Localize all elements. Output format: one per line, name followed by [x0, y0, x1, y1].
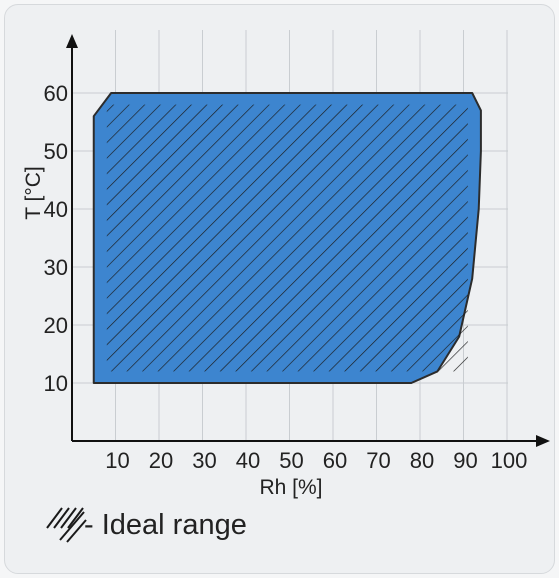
x-tick-label: 80 [410, 448, 434, 473]
x-axis-label: Rh [%] [259, 476, 322, 499]
legend-label: - Ideal range [84, 509, 247, 541]
legend-hatch-stroke [46, 507, 63, 529]
legend-hatch-stroke [66, 519, 87, 543]
x-axis-arrow [536, 435, 550, 447]
y-axis-label: T [°C] [22, 166, 45, 220]
y-tick-label: 10 [44, 371, 68, 396]
y-tick-label: 60 [44, 81, 68, 106]
legend-hatch-stroke [60, 507, 77, 529]
y-tick-label: 50 [44, 139, 68, 164]
x-tick-labels: 10 20 30 40 50 60 70 80 90 100 [105, 448, 527, 473]
x-tick-label: 70 [366, 448, 390, 473]
x-tick-label: 20 [149, 448, 173, 473]
y-tick-label: 40 [44, 197, 68, 222]
legend-hatch-stroke [59, 511, 85, 541]
legend-hatch-stroke [67, 507, 84, 529]
x-tick-label: 50 [279, 448, 303, 473]
x-tick-label: 10 [105, 448, 129, 473]
x-tick-label: 60 [323, 448, 347, 473]
legend-hatch-stroke [53, 507, 70, 529]
ideal-range-area [106, 104, 468, 372]
y-tick-labels: 10 20 30 40 50 60 [44, 81, 68, 396]
x-tick-label: 90 [453, 448, 477, 473]
x-tick-label: 30 [192, 448, 216, 473]
x-tick-label: 40 [236, 448, 260, 473]
axes [66, 34, 550, 447]
y-axis-arrow [66, 34, 78, 48]
y-tick-label: 30 [44, 255, 68, 280]
x-tick-label: 100 [491, 448, 528, 473]
y-tick-label: 20 [44, 313, 68, 338]
legend: - Ideal range [46, 507, 247, 543]
hatch-legend-icon [46, 507, 87, 543]
